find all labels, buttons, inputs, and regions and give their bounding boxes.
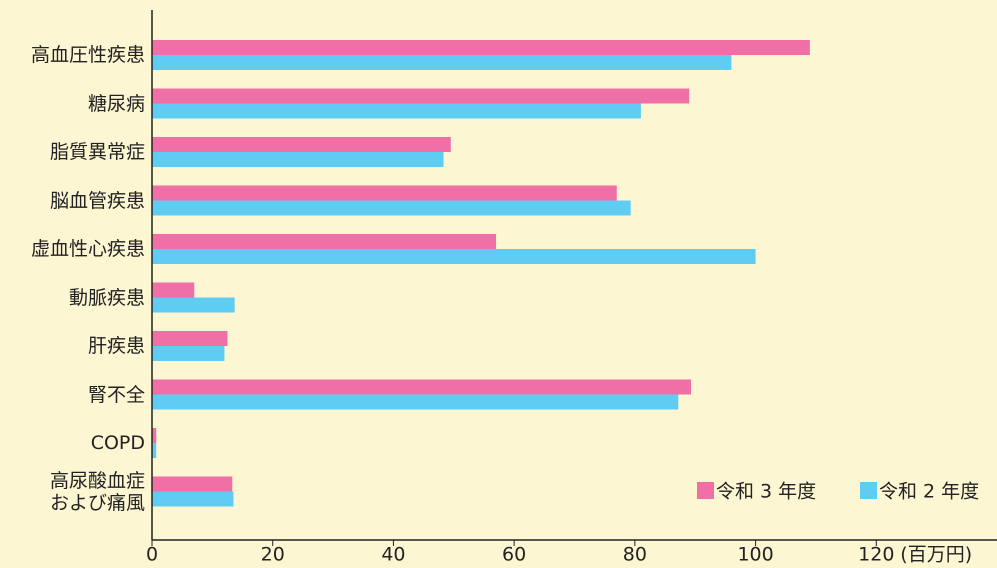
y-tick-label: 虚血性心疾患 [30, 238, 145, 260]
y-tick-label: 動脈疾患 [68, 286, 145, 309]
legend-label: 令和 3 年度 [716, 481, 816, 503]
bar [152, 443, 157, 458]
x-axis-label: (百万円) [900, 544, 972, 566]
x-tick-label: 60 [502, 544, 526, 566]
x-tick-label: 40 [381, 544, 405, 566]
x-tick-label: 100 [737, 544, 773, 566]
bar [152, 234, 497, 249]
bar [152, 476, 233, 492]
bar [152, 491, 234, 507]
legend-swatch [697, 482, 714, 499]
bar [152, 88, 690, 104]
x-tick-label: 120 [858, 544, 894, 566]
y-tick-label: 肝疾患 [87, 335, 145, 357]
bar [152, 55, 732, 70]
bar [152, 40, 810, 55]
bar [152, 331, 228, 346]
bar [152, 185, 617, 201]
x-tick-label: 0 [146, 544, 158, 566]
bar [152, 394, 679, 410]
y-tick-label: 高血圧性疾患 [30, 44, 145, 66]
bar [152, 137, 451, 152]
y-tick-label: 腎不全 [87, 383, 145, 406]
bar [152, 200, 631, 216]
y-tick-label: COPD [90, 432, 145, 454]
legend-label: 令和 2 年度 [879, 481, 979, 503]
bar [152, 297, 235, 313]
bar [152, 346, 225, 361]
y-tick-label: 脂質異常症 [49, 141, 145, 163]
x-tick-label: 80 [623, 544, 647, 566]
bar [152, 152, 444, 167]
y-tick-label: 高尿酸血症 および痛風 [49, 469, 145, 514]
legend-swatch [860, 482, 877, 499]
bar [152, 103, 641, 119]
bar [152, 249, 756, 264]
bar [152, 428, 157, 443]
bar [152, 379, 691, 395]
x-tick-label: 20 [261, 544, 285, 566]
y-tick-label: 脳血管疾患 [49, 189, 145, 212]
bar [152, 282, 195, 298]
y-tick-label: 糖尿病 [87, 92, 145, 115]
